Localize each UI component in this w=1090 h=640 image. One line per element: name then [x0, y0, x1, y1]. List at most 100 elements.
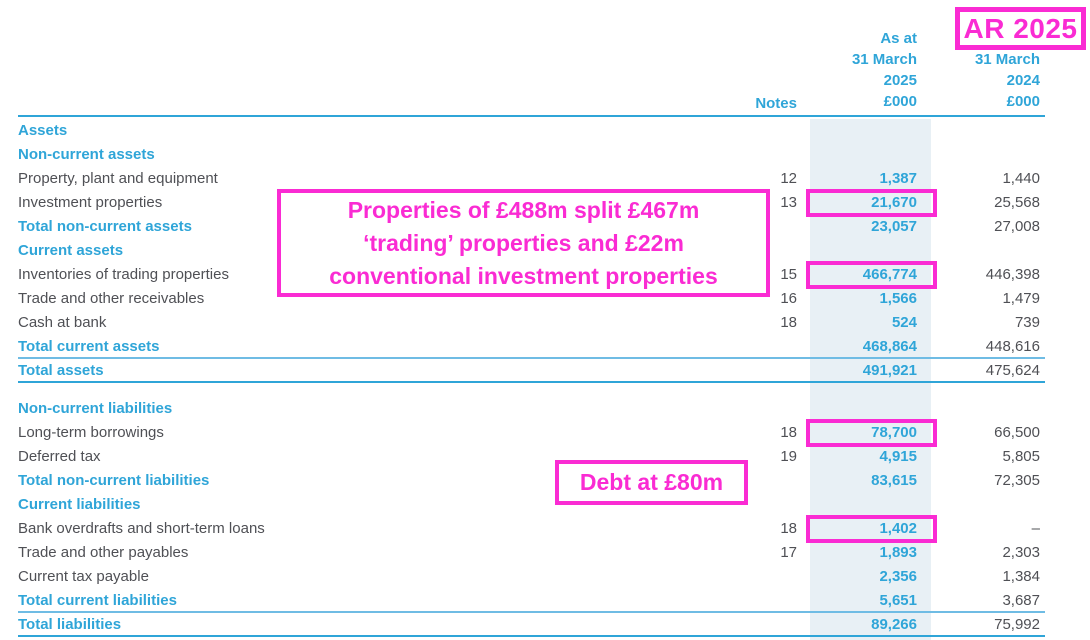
note-number: 18 — [780, 314, 797, 331]
table-row: Assets — [18, 119, 1045, 143]
table-row: Non-current liabilities — [18, 397, 1045, 421]
value-2025 — [797, 143, 917, 167]
properties-note-line: ‘trading’ properties and £22m — [363, 229, 684, 256]
value-2025: 78,700 — [871, 424, 917, 441]
row-label: Property, plant and equipment — [18, 170, 218, 187]
table-row: Total current liabilities 5,651 3,687 — [18, 589, 1045, 613]
table-row: Cash at bank 18 524 739 — [18, 311, 1045, 335]
value-2025: 2,356 — [879, 568, 917, 585]
row-label: Non-current liabilities — [18, 400, 173, 417]
row-label: Long-term borrowings — [18, 424, 164, 441]
row-label: Current liabilities — [18, 496, 141, 513]
value-2025: 5,651 — [879, 592, 917, 609]
table-row: Trade and other receivables 16 1,566 1,479 — [18, 287, 1045, 311]
value-2025 — [797, 397, 917, 421]
table-row: Total non-current liabilities 83,615 72,30… — [18, 469, 1045, 493]
row-label: Assets — [18, 122, 68, 139]
value-2024: 72,305 — [994, 472, 1040, 489]
note-number: 17 — [780, 544, 797, 561]
value-2025: 524 — [891, 314, 917, 331]
note-number — [727, 589, 797, 611]
value-2024: – — [1031, 520, 1040, 537]
header-2024-line: £000 — [1006, 93, 1040, 110]
value-2025 — [797, 239, 917, 263]
value-2025: 491,921 — [862, 362, 917, 379]
header-2024-line: 2024 — [1006, 72, 1040, 89]
row-label: Investment properties — [18, 194, 163, 211]
row-label: Total liabilities — [18, 616, 122, 633]
note-number — [727, 143, 797, 167]
value-2024: 2,303 — [1002, 544, 1040, 561]
table-row: Total non-current assets 23,057 27,008 — [18, 215, 1045, 239]
note-number: 16 — [780, 290, 797, 307]
row-label: Bank overdrafts and short-term loans — [18, 520, 265, 537]
table-row: Total liabilities 89,266 75,992 — [18, 613, 1045, 637]
row-label: Total assets — [18, 362, 104, 379]
row-label: Trade and other receivables — [18, 290, 205, 307]
value-2024: 75,992 — [994, 616, 1040, 633]
note-number: 13 — [780, 194, 797, 211]
value-2025: 1,566 — [879, 290, 917, 307]
value-2025: 21,670 — [871, 194, 917, 211]
current-year-column-shading — [810, 119, 931, 640]
note-number: 12 — [780, 170, 797, 187]
table-row: Current tax payable 2,356 1,384 — [18, 565, 1045, 589]
note-number — [727, 565, 797, 589]
value-2024: 446,398 — [985, 266, 1040, 283]
value-2024 — [917, 239, 1045, 263]
value-2025: 4,915 — [879, 448, 917, 465]
note-number: 18 — [780, 424, 797, 441]
note-number: 18 — [780, 520, 797, 537]
row-label: Current tax payable — [18, 568, 149, 585]
note-number — [727, 119, 797, 143]
header-2025-line: 2025 — [883, 72, 917, 89]
table-row: Long-term borrowings 18 78,700 66,500 — [18, 419, 1045, 447]
row-label: Inventories of trading properties — [18, 266, 229, 283]
value-2025: 468,864 — [862, 338, 917, 355]
header-2025-line: £000 — [883, 93, 917, 110]
table-row: Current liabilities — [18, 493, 1045, 517]
value-2024 — [917, 119, 1045, 143]
row-label: Total current assets — [18, 338, 160, 355]
row-label: Non-current assets — [18, 146, 155, 163]
value-2024: 66,500 — [994, 424, 1040, 441]
value-2025 — [797, 119, 917, 143]
value-2024: 3,687 — [1002, 592, 1040, 609]
value-2025: 83,615 — [871, 472, 917, 489]
value-2024 — [917, 143, 1045, 167]
value-2025: 466,774 — [862, 266, 917, 283]
table-row: Non-current assets — [18, 143, 1045, 167]
value-2024: 739 — [1014, 314, 1040, 331]
debt-annotation-note: Debt at £80m — [555, 460, 748, 505]
row-label: Cash at bank — [18, 314, 107, 331]
table-row: Total current assets 468,864 448,616 — [18, 335, 1045, 359]
table-header: Notes As at 31 March 2025 £000 31 March … — [18, 0, 1045, 117]
table-row: Total assets 491,921 475,624 — [18, 359, 1045, 383]
note-number — [727, 397, 797, 421]
properties-annotation-note: Properties of £488m split £467m ‘trading… — [277, 189, 770, 297]
header-2024-column: 31 March 2024 £000 — [917, 49, 1045, 115]
note-number — [727, 335, 797, 357]
table-row: Current assets — [18, 239, 1045, 263]
value-2024: 1,479 — [1002, 290, 1040, 307]
value-2024: 5,805 — [1002, 448, 1040, 465]
table-body: Assets Non-current assets Property, plant … — [18, 119, 1045, 637]
row-label: Deferred tax — [18, 448, 101, 465]
header-2025-column: As at 31 March 2025 £000 — [797, 28, 917, 115]
value-2024: 448,616 — [985, 338, 1040, 355]
header-2025-line: 31 March — [851, 51, 917, 68]
table-row: Trade and other payables 17 1,893 2,303 — [18, 541, 1045, 565]
value-2025: 1,387 — [879, 170, 917, 187]
note-number: 15 — [780, 266, 797, 283]
value-2025: 89,266 — [871, 616, 917, 633]
value-2024 — [917, 493, 1045, 517]
row-label: Total non-current liabilities — [18, 472, 210, 489]
value-2024: 25,568 — [994, 194, 1040, 211]
section-spacer — [18, 383, 1045, 397]
table-row: Property, plant and equipment 12 1,387 1,44… — [18, 167, 1045, 191]
value-2025: 1,402 — [879, 520, 917, 537]
value-2024 — [917, 397, 1045, 421]
note-number — [727, 359, 797, 381]
properties-note-line: Properties of £488m split £467m — [347, 196, 700, 223]
